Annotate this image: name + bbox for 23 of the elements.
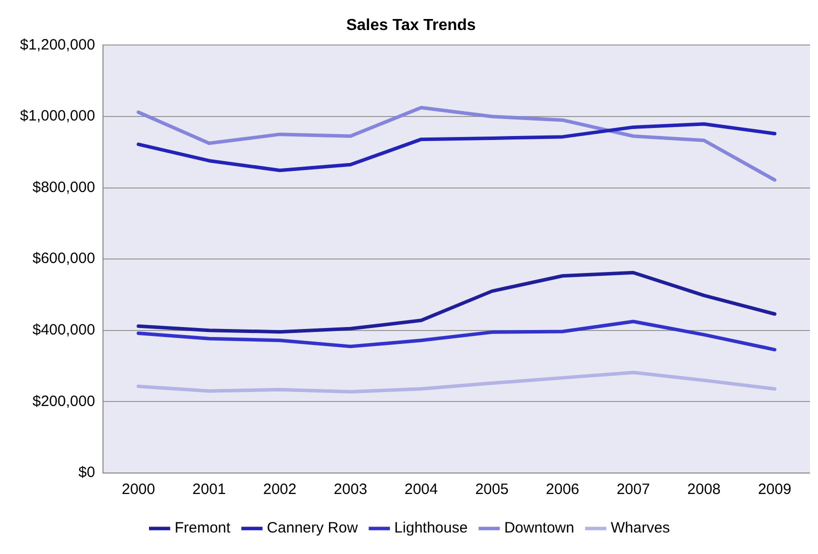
x-tick-label: 2008 (687, 481, 721, 498)
y-tick-label: $800,000 (32, 178, 96, 196)
y-tick-label: $200,000 (32, 392, 96, 410)
y-tick-label: $400,000 (32, 322, 96, 339)
legend-label: Fremont (174, 520, 232, 537)
x-tick-label: 2002 (263, 481, 296, 498)
legend-label: Wharves (610, 520, 670, 537)
x-tick-label: 2009 (758, 481, 792, 498)
x-tick-label: 2000 (122, 481, 156, 498)
legend-label: Downtown (504, 520, 574, 537)
x-tick-label: 2003 (334, 481, 368, 498)
y-tick-label: $600,000 (32, 250, 96, 268)
x-tick-label: 2006 (546, 481, 580, 498)
y-tick-label: $1,000,000 (20, 108, 96, 125)
y-tick-label: $0 (78, 464, 96, 482)
x-tick-label: 2005 (475, 481, 509, 498)
y-tick-label: $1,200,000 (20, 36, 96, 54)
chart-title: Sales Tax Trends (346, 17, 476, 34)
x-tick-label: 2004 (404, 481, 438, 498)
legend-label: Lighthouse (394, 520, 468, 537)
legend-label: Cannery Row (266, 520, 358, 537)
x-tick-label: 2007 (616, 481, 650, 498)
x-tick-label: 2001 (192, 481, 226, 498)
